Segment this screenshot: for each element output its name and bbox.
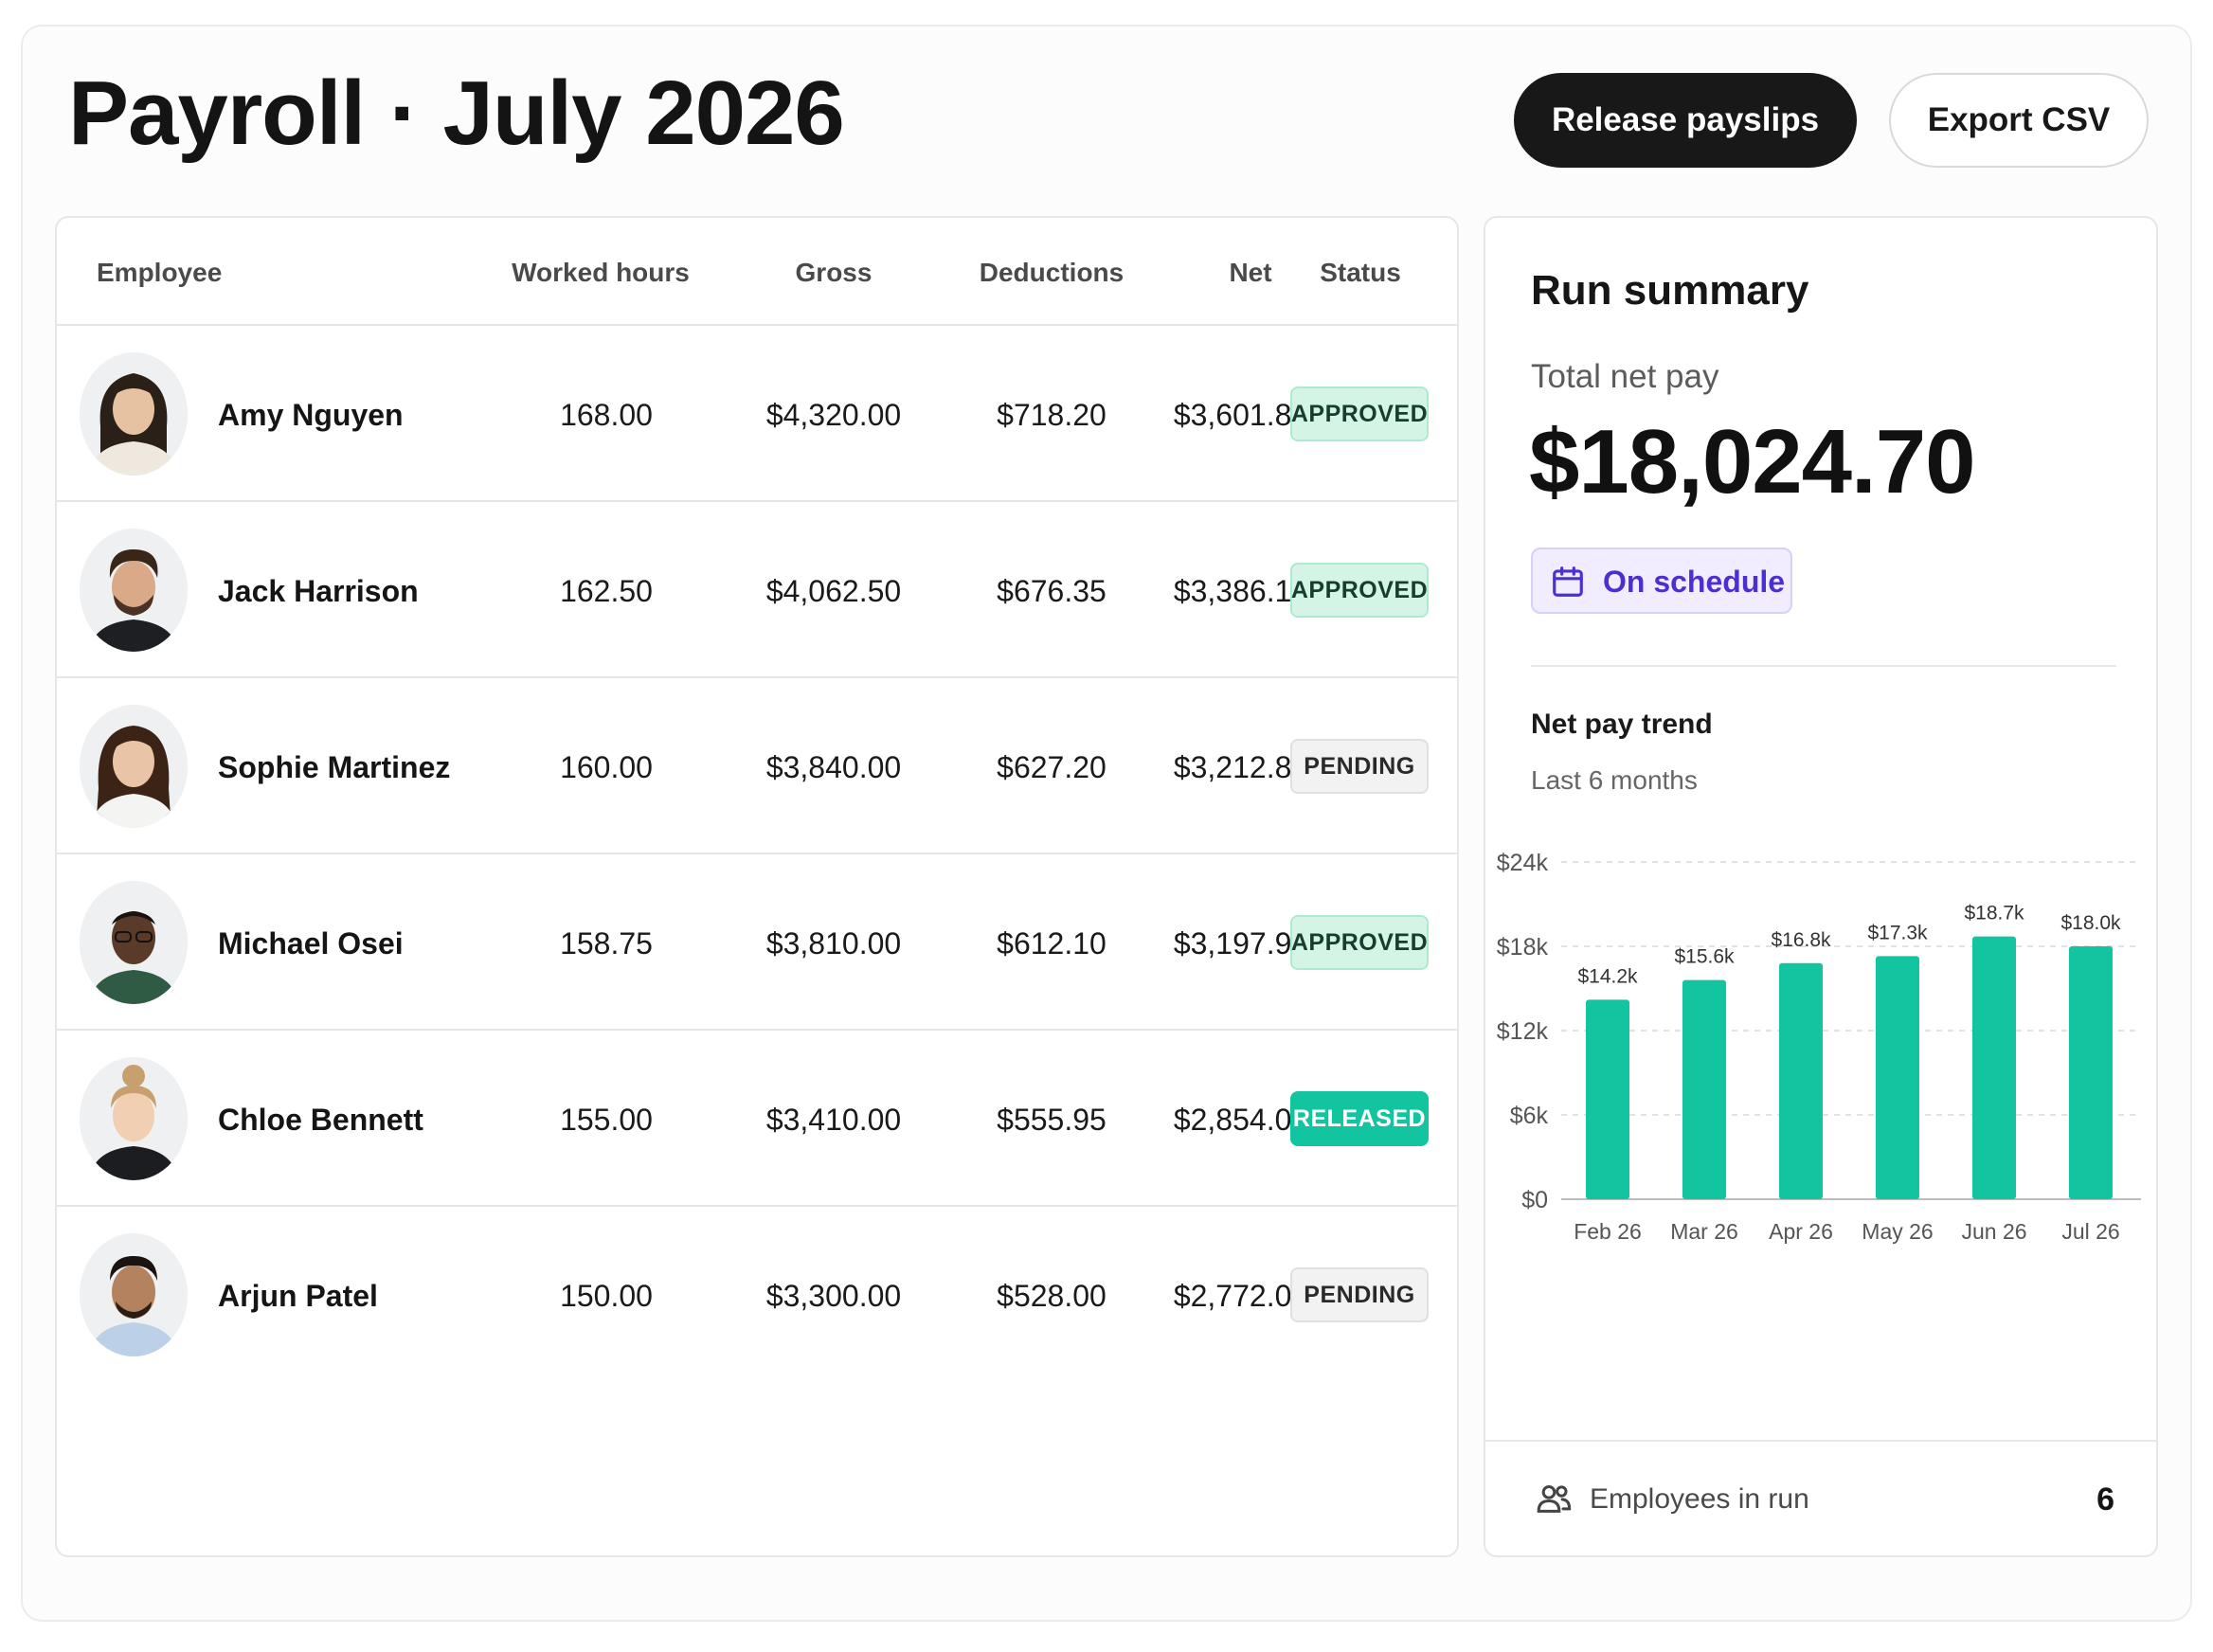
gross-amount: $3,410.00: [765, 1103, 902, 1137]
column-header-employee[interactable]: Employee: [97, 258, 223, 287]
table-row[interactable]: Michael Osei 158.75 $3,810.00 $612.10 $3…: [57, 854, 1457, 1031]
avatar: [80, 1057, 188, 1180]
bar: [1586, 999, 1629, 1199]
y-tick-label: $24k: [1497, 850, 1549, 876]
table-row[interactable]: Amy Nguyen 168.00 $4,320.00 $718.20 $3,6…: [57, 326, 1457, 502]
bar: [1682, 979, 1726, 1199]
column-header-worked-hours[interactable]: Worked hours: [512, 258, 690, 287]
total-net-pay-value: $18,024.70: [1529, 411, 1975, 512]
deductions-amount: $627.20: [997, 750, 1106, 784]
bar-data-label: $18.0k: [2060, 912, 2121, 934]
worked-hours: 155.00: [560, 1103, 653, 1137]
on-schedule-badge: On schedule: [1531, 548, 1792, 614]
employee-name: Arjun Patel: [218, 1279, 378, 1313]
y-tick-label: $6k: [1510, 1103, 1549, 1129]
bar-data-label: $16.8k: [1771, 929, 1831, 951]
worked-hours: 162.50: [560, 574, 653, 608]
worked-hours: 168.00: [560, 398, 653, 432]
avatar: [80, 705, 188, 828]
net-amount: $2,772.00: [1173, 1279, 1309, 1313]
status-badge: APPROVED: [1290, 386, 1429, 441]
net-amount: $3,601.80: [1173, 398, 1309, 432]
calendar-icon: [1553, 566, 1583, 597]
deductions-amount: $676.35: [997, 574, 1106, 608]
bar: [1779, 962, 1823, 1199]
divider: [1485, 1440, 2156, 1442]
status-badge: PENDING: [1290, 739, 1429, 794]
y-tick-label: $18k: [1497, 934, 1549, 961]
deductions-amount: $718.20: [997, 398, 1106, 432]
status-badge: APPROVED: [1290, 915, 1429, 970]
employee-name: Michael Osei: [218, 926, 404, 961]
status-badge: APPROVED: [1290, 563, 1429, 618]
gross-amount: $4,062.50: [765, 574, 902, 608]
users-icon: [1537, 1485, 1572, 1513]
page-title: Payroll · July 2026: [68, 63, 845, 164]
table-row[interactable]: Chloe Bennett 155.00 $3,410.00 $555.95 $…: [57, 1031, 1457, 1207]
x-tick-label: Jun 26: [1961, 1219, 2026, 1244]
divider: [1531, 665, 2116, 667]
gross-amount: $3,300.00: [765, 1279, 902, 1313]
gross-amount: $4,320.00: [765, 398, 902, 432]
payroll-table: Employee Worked hours Gross Deductions N…: [55, 216, 1459, 1557]
bar: [2069, 946, 2113, 1199]
employee-name: Sophie Martinez: [218, 750, 451, 784]
release-payslips-button[interactable]: Release payslips: [1514, 73, 1857, 168]
summary-title: Run summary: [1531, 267, 1809, 314]
deductions-amount: $612.10: [997, 926, 1106, 961]
avatar: [80, 529, 188, 652]
worked-hours: 158.75: [560, 926, 653, 961]
avatar: [80, 352, 188, 476]
column-header-gross[interactable]: Gross: [795, 258, 873, 287]
schedule-status-label: On schedule: [1603, 565, 1786, 599]
column-header-net[interactable]: Net: [1229, 258, 1272, 287]
gross-amount: $3,810.00: [765, 926, 902, 961]
bar: [1972, 936, 2016, 1199]
x-tick-label: Mar 26: [1670, 1219, 1738, 1244]
x-tick-label: Jul 26: [2061, 1219, 2119, 1244]
avatar: [80, 1233, 188, 1356]
deductions-amount: $555.95: [997, 1103, 1106, 1137]
total-net-pay-label: Total net pay: [1531, 358, 1719, 395]
table-row[interactable]: Jack Harrison 162.50 $4,062.50 $676.35 $…: [57, 502, 1457, 678]
x-tick-label: May 26: [1862, 1219, 1933, 1244]
employee-name: Amy Nguyen: [218, 398, 404, 432]
deductions-amount: $528.00: [997, 1279, 1106, 1313]
bar-data-label: $14.2k: [1577, 965, 1638, 987]
bar-data-label: $15.6k: [1674, 946, 1735, 968]
status-badge: PENDING: [1290, 1267, 1429, 1322]
net-amount: $3,386.15: [1173, 574, 1309, 608]
employee-name: Chloe Bennett: [218, 1103, 423, 1137]
employees-in-run-label: Employees in run: [1590, 1483, 1809, 1515]
y-tick-label: $0: [1521, 1187, 1548, 1213]
employees-in-run-count: 6: [2096, 1481, 2114, 1517]
net-amount: $2,854.05: [1173, 1103, 1309, 1137]
table-row[interactable]: Sophie Martinez 160.00 $3,840.00 $627.20…: [57, 678, 1457, 854]
bar-data-label: $17.3k: [1867, 922, 1928, 943]
avatar: [80, 881, 188, 1004]
y-tick-label: $12k: [1497, 1018, 1549, 1045]
export-csv-button[interactable]: Export CSV: [1889, 73, 2149, 168]
bar: [1876, 956, 1919, 1199]
net-amount: $3,197.90: [1173, 926, 1309, 961]
net-amount: $3,212.80: [1173, 750, 1309, 784]
run-summary-panel: Run summary Total net pay $18,024.70 On …: [1484, 216, 2158, 1557]
x-tick-label: Feb 26: [1574, 1219, 1642, 1244]
column-header-status[interactable]: Status: [1320, 258, 1401, 287]
worked-hours: 160.00: [560, 750, 653, 784]
table-header: Employee Worked hours Gross Deductions N…: [57, 218, 1457, 326]
table-row[interactable]: Arjun Patel 150.00 $3,300.00 $528.00 $2,…: [57, 1207, 1457, 1383]
gross-amount: $3,840.00: [765, 750, 902, 784]
net-pay-trend-chart: $0 $6k $12k $18k $24k $14.2k Feb 26 $15.6k Mar 2…: [1497, 850, 2141, 1244]
x-tick-label: Apr 26: [1769, 1219, 1833, 1244]
net-pay-trend-title: Net pay trend: [1531, 709, 1713, 740]
net-pay-trend-subtitle: Last 6 months: [1531, 765, 1698, 795]
column-header-deductions[interactable]: Deductions: [979, 258, 1124, 287]
bar-data-label: $18.7k: [1964, 903, 2024, 925]
employee-name: Jack Harrison: [218, 574, 419, 608]
status-badge: RELEASED: [1290, 1091, 1429, 1146]
worked-hours: 150.00: [560, 1279, 653, 1313]
